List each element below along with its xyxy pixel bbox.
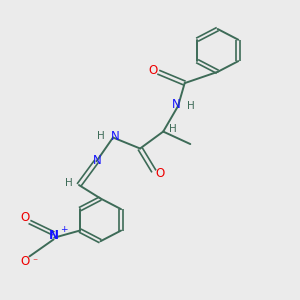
Text: H: H bbox=[97, 131, 104, 141]
Text: ⁻: ⁻ bbox=[33, 257, 38, 267]
Text: O: O bbox=[21, 211, 30, 224]
Text: H: H bbox=[65, 178, 73, 188]
Text: +: + bbox=[60, 225, 68, 234]
Text: O: O bbox=[148, 64, 158, 77]
Text: H: H bbox=[187, 101, 194, 111]
Text: O: O bbox=[155, 167, 164, 180]
Text: O: O bbox=[21, 255, 30, 268]
Text: N: N bbox=[49, 230, 58, 242]
Text: H: H bbox=[169, 124, 177, 134]
Text: N: N bbox=[111, 130, 119, 142]
Text: N: N bbox=[172, 98, 181, 111]
Text: N: N bbox=[93, 154, 102, 166]
